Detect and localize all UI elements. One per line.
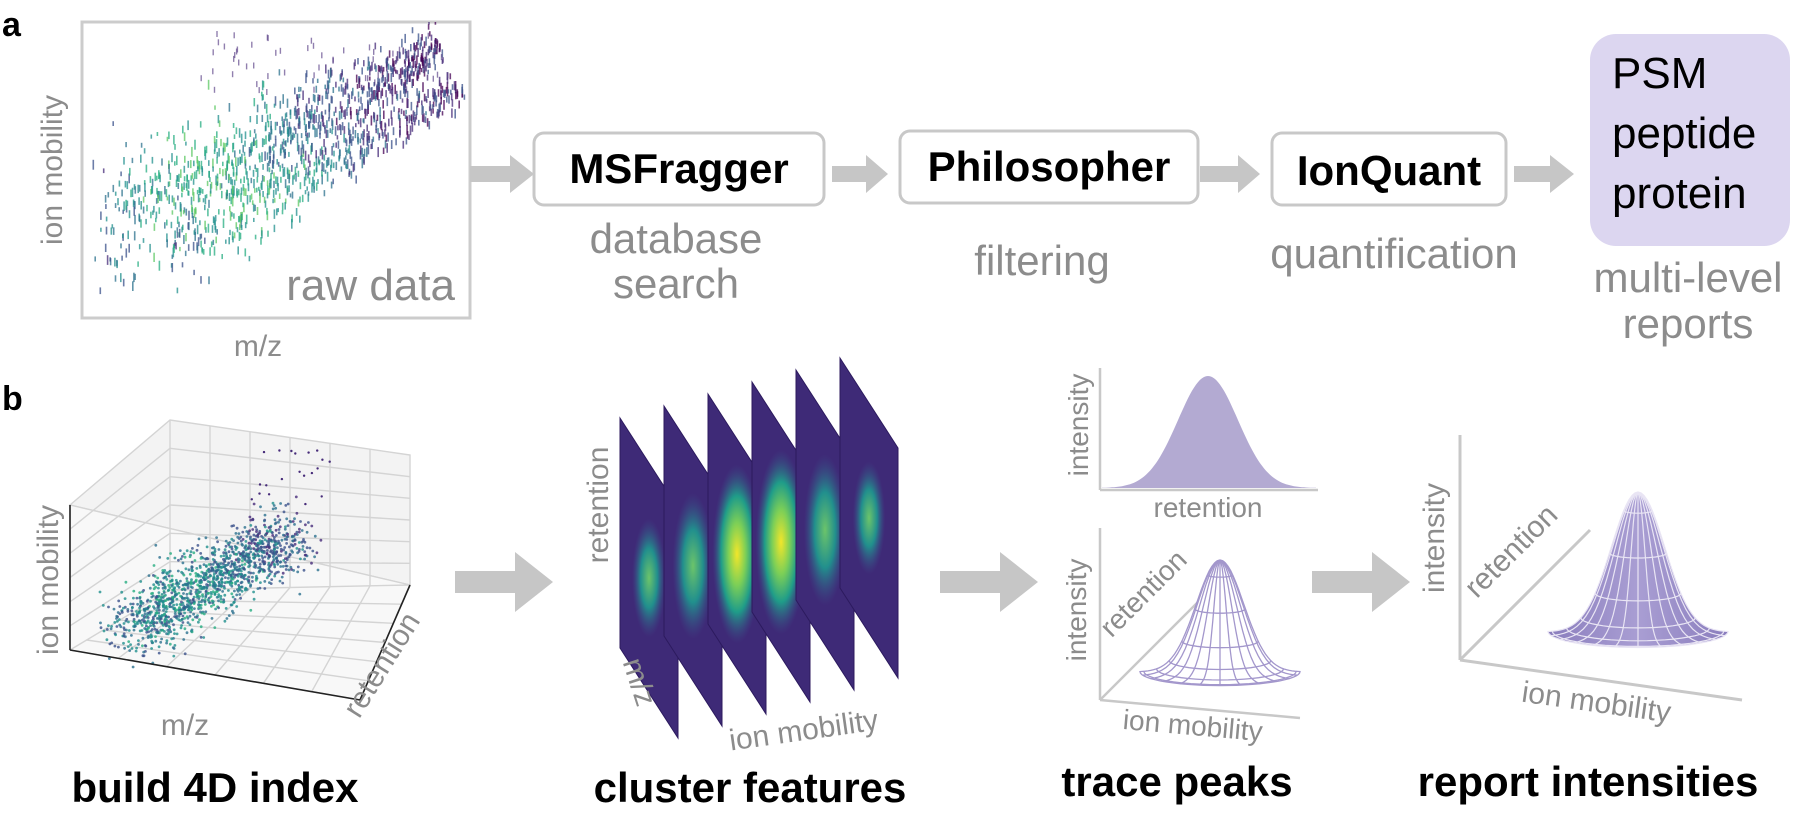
profile-peak bbox=[1102, 376, 1316, 488]
report-line-protein: protein bbox=[1612, 169, 1747, 218]
surface-axis-retention: retention bbox=[1094, 544, 1193, 643]
raw-data-plot: raw data ion mobility m/z bbox=[36, 20, 472, 363]
index-axis-ion-mobility: ion mobility bbox=[32, 505, 65, 655]
report-line-psm: PSM bbox=[1612, 49, 1707, 98]
arrow-icon bbox=[940, 552, 1038, 612]
msfragger-label: MSFragger bbox=[569, 145, 788, 192]
arrow-icon bbox=[1514, 155, 1574, 193]
raw-data-points bbox=[92, 22, 466, 295]
solid-peak bbox=[1547, 491, 1729, 649]
cluster-axis-retention: retention bbox=[582, 447, 615, 564]
index-3d-points bbox=[98, 449, 331, 669]
step-msfragger: MSFragger database search bbox=[532, 131, 826, 307]
report-caption-1: multi-level bbox=[1593, 254, 1782, 301]
report-axis-ion-mobility: ion mobility bbox=[1520, 676, 1673, 730]
ionquant-label: IonQuant bbox=[1297, 147, 1481, 194]
step-philosopher: Philosopher filtering bbox=[898, 129, 1200, 284]
arrow-icon bbox=[470, 155, 534, 193]
arrow-icon bbox=[1312, 552, 1410, 612]
arrow-icon bbox=[455, 552, 553, 612]
trace-profile: intensity retention bbox=[1063, 368, 1318, 523]
index-3d-axis-lines bbox=[69, 505, 411, 701]
raw-data-xlabel: m/z bbox=[234, 330, 282, 363]
wireframe-peak bbox=[1139, 559, 1301, 687]
msfragger-box bbox=[532, 131, 826, 207]
step-reports: PSM peptide protein multi-level reports bbox=[1590, 34, 1790, 347]
report-line-peptide: peptide bbox=[1612, 109, 1756, 158]
trace-peaks-plot: intensity retention intensity retention … bbox=[1061, 368, 1318, 805]
arrow-icon bbox=[1200, 155, 1260, 193]
report-axis-retention: retention bbox=[1458, 498, 1564, 604]
index-3d-plot: ion mobility m/z retention build 4D inde… bbox=[32, 419, 427, 811]
trace-title: trace peaks bbox=[1061, 758, 1292, 805]
raw-data-ylabel: ion mobility bbox=[36, 95, 69, 245]
index-axis-mz: m/z bbox=[161, 709, 209, 742]
step-ionquant: IonQuant quantification bbox=[1270, 131, 1518, 277]
cluster-title: cluster features bbox=[594, 764, 907, 811]
raw-data-caption: raw data bbox=[286, 261, 455, 310]
report-axis-intensity: intensity bbox=[1418, 483, 1451, 593]
philosopher-label: Philosopher bbox=[928, 143, 1171, 190]
ionquant-desc: quantification bbox=[1270, 230, 1518, 277]
report-intensities-plot: intensity retention ion mobility report … bbox=[1418, 435, 1759, 805]
report-intensities-title: report intensities bbox=[1418, 758, 1759, 805]
profile-axis-retention: retention bbox=[1154, 492, 1263, 523]
panel-b-arrows bbox=[455, 552, 1410, 612]
report-box bbox=[1590, 34, 1790, 246]
index-title: build 4D index bbox=[71, 764, 359, 811]
cluster-features-plot: retention m/z ion mobility cluster featu… bbox=[582, 356, 907, 811]
profile-axis-intensity: intensity bbox=[1063, 374, 1094, 477]
panel-b-letter: b bbox=[2, 380, 23, 418]
surface-axis-ion-mobility: ion mobility bbox=[1122, 704, 1264, 747]
msfragger-desc-2: search bbox=[613, 260, 739, 307]
arrow-icon bbox=[832, 155, 888, 193]
ionquant-box bbox=[1270, 131, 1508, 207]
pipeline-arrows bbox=[470, 155, 1574, 193]
cluster-axis-ion-mobility: ion mobility bbox=[727, 704, 880, 758]
trace-surface: intensity retention ion mobility bbox=[1061, 528, 1301, 747]
philosopher-box bbox=[898, 129, 1200, 205]
cluster-slices bbox=[619, 356, 899, 740]
msfragger-desc-1: database bbox=[590, 215, 763, 262]
philosopher-desc: filtering bbox=[974, 237, 1109, 284]
report-caption-2: reports bbox=[1623, 300, 1754, 347]
panel-a-letter: a bbox=[2, 6, 22, 44]
surface-axis-intensity: intensity bbox=[1061, 559, 1092, 662]
